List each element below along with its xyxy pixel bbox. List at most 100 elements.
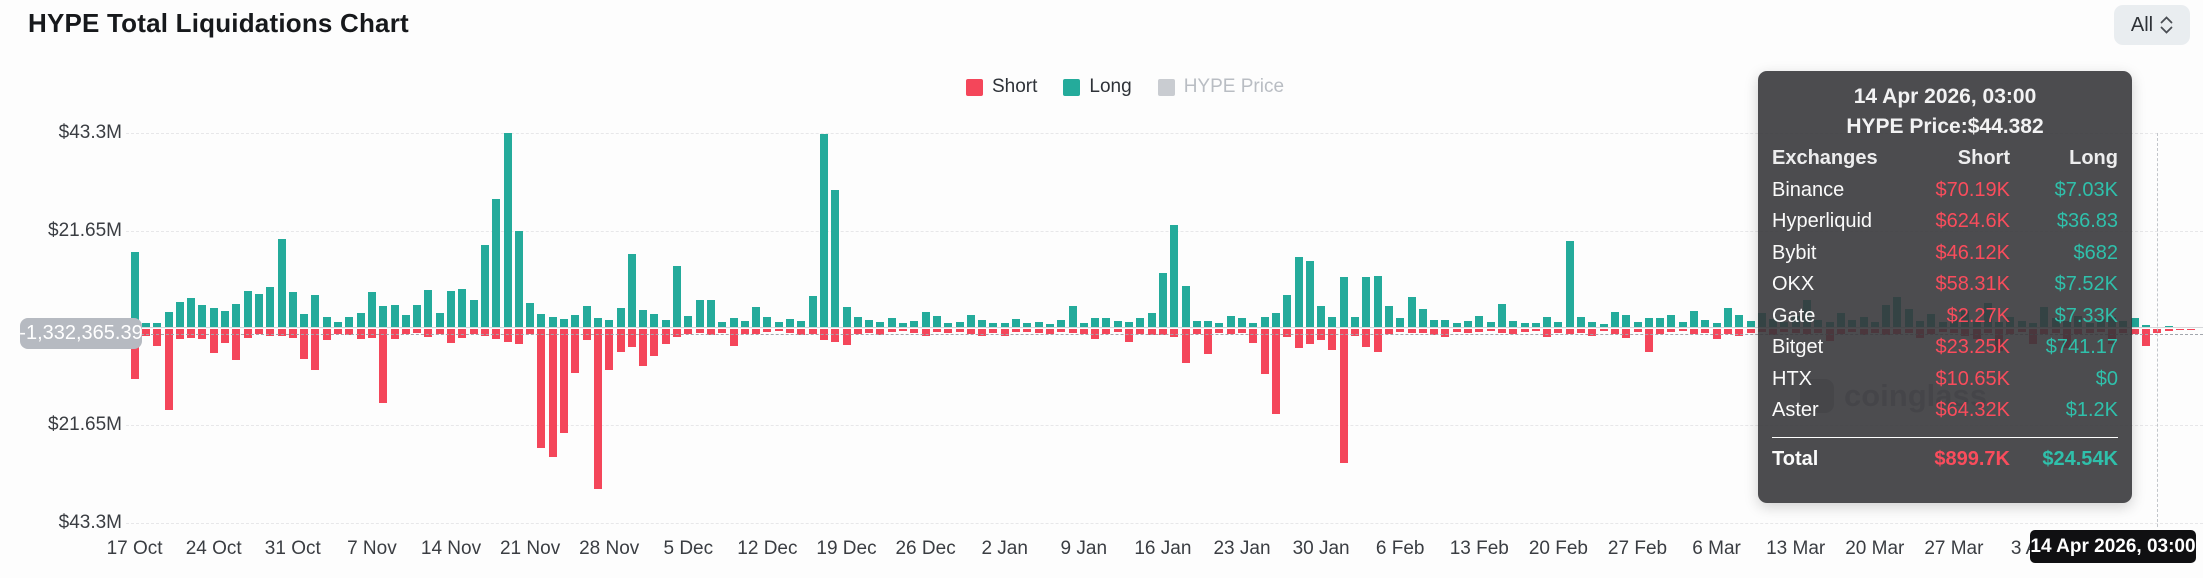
bar-short[interactable] [266, 329, 275, 336]
bar-long[interactable] [1610, 311, 1619, 327]
bar-long[interactable] [401, 314, 410, 327]
bar-long[interactable] [1701, 320, 1710, 327]
bar-long[interactable] [1260, 316, 1269, 327]
bar-short[interactable] [458, 329, 467, 338]
bar-short[interactable] [797, 329, 806, 336]
bar-long[interactable] [1102, 318, 1111, 327]
bar-long[interactable] [932, 316, 941, 327]
bar-short[interactable] [1045, 329, 1054, 334]
bar-long[interactable] [842, 307, 851, 327]
bar-long[interactable] [1215, 322, 1224, 327]
bar-long[interactable] [627, 254, 636, 327]
bar-short[interactable] [865, 329, 874, 333]
bar-short[interactable] [1384, 329, 1393, 334]
bar-short[interactable] [1475, 329, 1484, 332]
bar-long[interactable] [526, 303, 535, 327]
range-selector-dropdown[interactable]: All [2114, 5, 2190, 45]
bar-long[interactable] [288, 292, 297, 327]
bar-short[interactable] [1057, 329, 1066, 332]
bar-long[interactable] [718, 321, 727, 327]
bar-long[interactable] [1238, 317, 1246, 327]
bar-long[interactable] [130, 252, 139, 327]
bar-short[interactable] [1294, 329, 1303, 348]
bar-short[interactable] [1531, 329, 1540, 331]
bar-long[interactable] [503, 132, 512, 327]
bar-short[interactable] [1667, 329, 1676, 333]
bar-short[interactable] [401, 329, 410, 335]
bar-long[interactable] [582, 305, 591, 327]
bar-short[interactable] [232, 329, 241, 360]
bar-short[interactable] [254, 329, 263, 335]
bar-short[interactable] [356, 329, 365, 339]
bar-short[interactable] [853, 329, 862, 334]
bar-short[interactable] [2164, 329, 2173, 332]
bar-short[interactable] [978, 329, 987, 337]
bar-short[interactable] [243, 329, 252, 339]
bar-long[interactable] [164, 311, 173, 327]
bar-long[interactable] [1317, 305, 1326, 327]
bar-long[interactable] [198, 304, 207, 327]
bar-long[interactable] [379, 306, 388, 327]
bar-long[interactable] [345, 316, 354, 327]
bar-long[interactable] [458, 289, 467, 327]
bar-short[interactable] [1588, 329, 1597, 337]
bar-short[interactable] [175, 329, 184, 339]
bar-short[interactable] [1441, 329, 1450, 338]
bar-long[interactable] [390, 304, 399, 327]
bar-short[interactable] [1125, 329, 1133, 343]
bar-long[interactable] [1362, 277, 1371, 327]
bar-long[interactable] [978, 319, 987, 327]
bar-short[interactable] [1577, 329, 1585, 334]
bar-long[interactable] [944, 323, 953, 327]
bar-long[interactable] [1633, 321, 1642, 327]
bar-short[interactable] [345, 329, 354, 336]
bar-long[interactable] [684, 315, 693, 327]
bar-long[interactable] [492, 198, 501, 327]
bar-long[interactable] [706, 300, 715, 327]
bar-short[interactable] [944, 329, 953, 334]
bar-long[interactable] [1418, 308, 1427, 327]
bar-short[interactable] [966, 329, 975, 334]
bar-long[interactable] [1351, 316, 1359, 327]
bar-long[interactable] [650, 314, 659, 327]
bar-long[interactable] [1565, 240, 1574, 327]
bar-short[interactable] [774, 329, 783, 332]
bar-long[interactable] [2164, 326, 2173, 327]
bar-long[interactable] [1509, 321, 1518, 327]
bar-long[interactable] [537, 313, 546, 327]
bar-short[interactable] [1746, 329, 1755, 334]
bar-long[interactable] [548, 317, 557, 327]
bar-short[interactable] [1520, 329, 1529, 332]
bar-long[interactable] [254, 293, 263, 327]
bar-short[interactable] [1565, 329, 1574, 334]
bar-short[interactable] [164, 329, 173, 410]
bar-long[interactable] [865, 320, 874, 327]
bar-long[interactable] [1328, 317, 1337, 327]
bar-short[interactable] [141, 329, 150, 337]
bar-long[interactable] [1690, 310, 1698, 327]
bar-short[interactable] [1226, 329, 1235, 335]
bar-long[interactable] [616, 308, 625, 327]
bar-short[interactable] [1249, 329, 1258, 343]
bar-long[interactable] [311, 295, 320, 327]
bar-long[interactable] [469, 299, 478, 327]
bar-long[interactable] [356, 313, 365, 327]
bar-short[interactable] [187, 329, 196, 338]
bar-short[interactable] [1147, 329, 1156, 335]
bar-long[interactable] [1373, 276, 1382, 327]
legend-item-hype-price[interactable]: HYPE Price [1157, 76, 1284, 98]
bar-long[interactable] [1125, 322, 1133, 327]
bar-short[interactable] [288, 329, 297, 339]
bar-long[interactable] [1712, 322, 1721, 327]
bar-long[interactable] [1158, 273, 1167, 327]
bar-long[interactable] [661, 320, 670, 327]
bar-short[interactable] [1215, 329, 1224, 333]
bar-short[interactable] [548, 329, 557, 458]
bar-short[interactable] [514, 329, 523, 345]
bar-short[interactable] [1723, 329, 1732, 334]
bar-long[interactable] [786, 318, 794, 327]
bar-short[interactable] [989, 329, 998, 333]
bar-short[interactable] [1622, 329, 1631, 339]
bar-long[interactable] [175, 301, 184, 327]
bar-long[interactable] [221, 310, 229, 327]
